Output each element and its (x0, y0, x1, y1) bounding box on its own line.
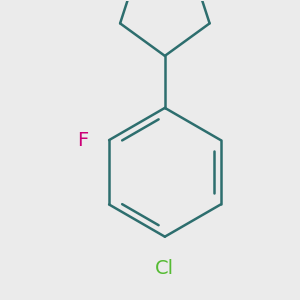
Text: Cl: Cl (155, 259, 174, 278)
Text: F: F (77, 130, 88, 150)
